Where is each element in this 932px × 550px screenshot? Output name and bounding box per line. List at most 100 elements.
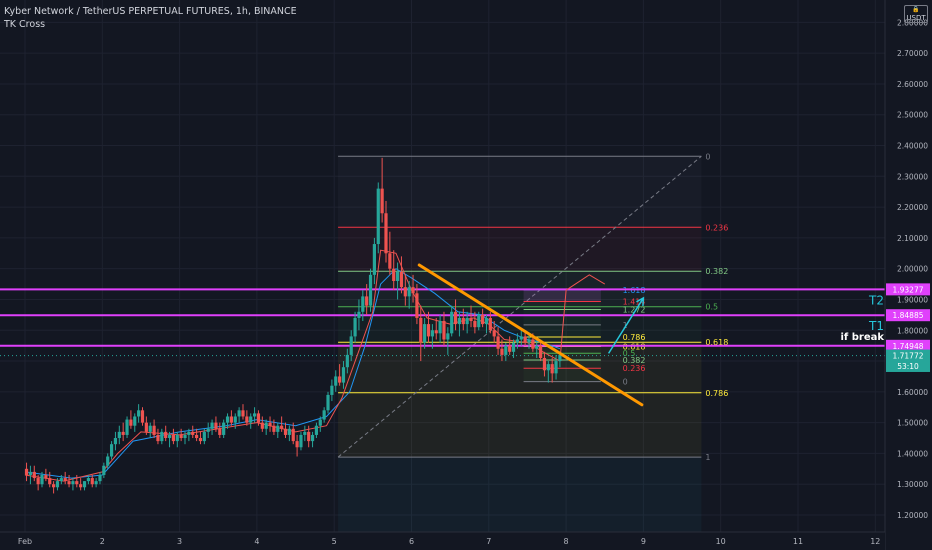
candle-body [457, 317, 462, 325]
price-tag-label: 1.84885 [892, 311, 923, 320]
price-axis [885, 0, 932, 550]
fib-ext-label: 0.786 [623, 333, 646, 342]
candle-body [542, 357, 547, 371]
candle-body [121, 431, 125, 435]
candle-body [326, 394, 330, 411]
candle-body [55, 481, 60, 488]
candle-body [144, 422, 148, 432]
time-tick-label: 6 [409, 537, 414, 546]
fib-ext-label: 0.382 [623, 356, 646, 365]
price-tag [886, 359, 930, 372]
fib-level-label: 0 [705, 152, 710, 161]
price-tick-label: 2.50000 [897, 111, 928, 120]
candle-body [198, 438, 203, 442]
level-label: T2 [868, 293, 884, 307]
price-tick-label: 1.90000 [897, 295, 928, 304]
candle-body [291, 428, 295, 442]
candle-body [276, 425, 280, 432]
candle-body [94, 481, 98, 485]
candle-body [256, 413, 261, 423]
candle-body [446, 333, 450, 340]
candle-body [86, 478, 90, 482]
time-tick-label: 2 [100, 537, 105, 546]
fib-level-label: 0.5 [705, 303, 718, 312]
candle-body [395, 271, 400, 281]
candle-body [156, 434, 160, 442]
candle-body [129, 419, 133, 426]
fib-level-label: 0.618 [705, 338, 728, 347]
fib-zone [338, 392, 702, 458]
candle-body [399, 271, 404, 288]
candle-body [376, 188, 380, 245]
candle-body [353, 317, 357, 337]
candle-body [550, 364, 554, 374]
fib-ext-label: 1.618 [623, 286, 646, 295]
time-tick-label: 10 [716, 537, 726, 546]
candle-body [314, 425, 319, 435]
candle-body [48, 478, 52, 485]
level-label: T1 [868, 319, 884, 333]
candle-body [411, 287, 415, 294]
price-tick-label: 1.60000 [897, 388, 928, 397]
candle-body [496, 336, 500, 349]
candle-body [523, 336, 527, 343]
candle-body [372, 244, 376, 275]
candle-body [508, 345, 512, 352]
candle-body [318, 419, 322, 426]
time-tick-label: 4 [254, 537, 259, 546]
candle-body [75, 481, 79, 485]
time-axis [0, 532, 885, 550]
price-tick-label: 2.10000 [897, 234, 928, 243]
candle-body [79, 484, 83, 488]
fib-zone [338, 227, 702, 272]
symbol-title[interactable]: Kyber Network / TetherUS PERPETUAL FUTUR… [4, 6, 297, 17]
price-tag [886, 309, 930, 322]
time-tick-label: 9 [641, 537, 646, 546]
candle-body [341, 367, 346, 383]
candle-body [388, 253, 392, 269]
candle-body [125, 419, 129, 435]
candle-body [44, 474, 48, 479]
currency-button[interactable]: 🔒 USDT [904, 5, 928, 23]
level-label: if break [840, 332, 884, 343]
candle-body [287, 428, 291, 435]
price-tick-label: 1.20000 [897, 511, 928, 520]
currency-label: USDT [906, 14, 926, 22]
price-tag-label: 53:10 [897, 362, 919, 371]
candle-body [531, 339, 535, 349]
candle-body [102, 465, 106, 475]
kijun-line [24, 268, 561, 479]
candle-body [538, 345, 543, 358]
candle-body [469, 317, 473, 322]
candle-body [307, 431, 311, 442]
price-tick-label: 1.50000 [897, 419, 928, 428]
candle-body [392, 268, 396, 281]
candle-body [426, 324, 431, 337]
fib-level-label: 0.236 [705, 223, 728, 232]
candle-body [82, 481, 87, 488]
candle-body [423, 324, 427, 343]
candle-body [473, 321, 477, 328]
candle-body [368, 274, 373, 306]
candle-body [237, 410, 241, 417]
candle-body [137, 410, 141, 417]
candle-body [210, 422, 214, 429]
candle-body [511, 342, 516, 352]
candle-body [133, 416, 137, 426]
candle-body [214, 422, 218, 429]
price-tag [886, 349, 930, 362]
price-tick-label: 1.80000 [897, 326, 928, 335]
candle-body [349, 336, 353, 355]
indicator-name[interactable]: TK Cross [4, 19, 46, 30]
candle-body [338, 376, 342, 383]
candle-body [36, 478, 40, 485]
candle-body [295, 441, 299, 448]
candle-body [206, 428, 210, 432]
candle-body [527, 339, 531, 343]
price-tag [886, 283, 930, 296]
candle-body [450, 311, 454, 334]
candle-body [430, 330, 434, 337]
fib-ext-label: 0 [623, 378, 628, 387]
price-tag-label: 1.74948 [892, 342, 923, 351]
